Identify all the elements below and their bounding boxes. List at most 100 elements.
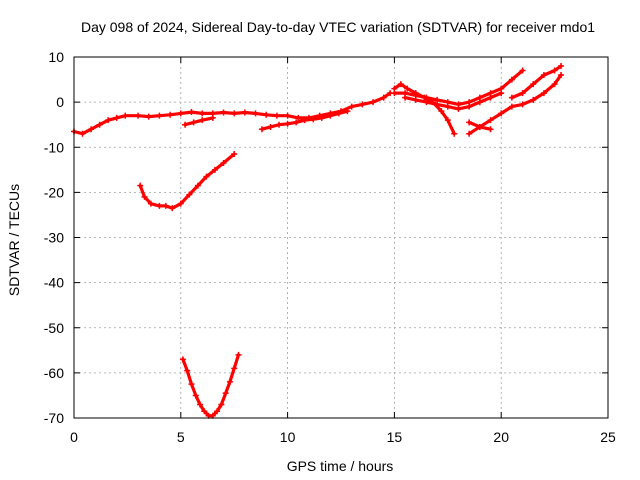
data-point xyxy=(466,119,473,126)
data-point xyxy=(498,90,505,97)
data-point xyxy=(310,116,317,123)
data-point xyxy=(466,130,473,137)
series-line xyxy=(467,73,563,136)
series-track-8 xyxy=(508,63,565,101)
x-axis-label: GPS time / hours xyxy=(287,458,394,474)
series-track-2 xyxy=(182,114,216,128)
data-point xyxy=(391,90,398,97)
data-point xyxy=(231,110,238,117)
data-point xyxy=(444,117,451,124)
data-point xyxy=(519,90,526,97)
data-point xyxy=(455,105,462,112)
x-tick-label: 5 xyxy=(177,429,185,445)
data-point xyxy=(295,114,302,121)
data-point xyxy=(209,114,216,121)
series-track-9 xyxy=(466,119,494,133)
data-point xyxy=(179,356,186,363)
y-tick-label: -40 xyxy=(44,275,64,291)
x-tick-label: 0 xyxy=(70,429,78,445)
data-point xyxy=(301,117,308,124)
data-point xyxy=(177,110,184,117)
data-point xyxy=(96,121,103,128)
data-point xyxy=(476,99,483,106)
data-point xyxy=(88,126,95,133)
data-point xyxy=(241,109,248,116)
data-point xyxy=(284,120,291,127)
data-point xyxy=(222,390,229,397)
y-tick-labels: -70 -60 -50 -40 -30 -20 -10 0 10 xyxy=(44,49,64,426)
data-point xyxy=(540,90,547,97)
data-point xyxy=(188,109,195,116)
data-point xyxy=(167,111,174,118)
data-point xyxy=(508,94,515,101)
data-point xyxy=(177,200,184,207)
data-point xyxy=(192,392,199,399)
series-layer xyxy=(71,63,565,419)
data-point xyxy=(214,408,221,415)
data-point xyxy=(551,67,558,74)
data-point xyxy=(519,67,526,74)
data-point xyxy=(348,103,355,110)
y-tick-label: 10 xyxy=(48,49,64,65)
data-point xyxy=(145,113,152,120)
y-tick-label: 0 xyxy=(56,94,64,110)
data-point xyxy=(199,110,206,117)
data-point xyxy=(267,123,274,130)
data-point xyxy=(162,202,169,209)
data-point xyxy=(231,151,238,158)
data-point xyxy=(423,99,430,106)
data-point xyxy=(273,112,280,119)
data-point xyxy=(397,81,404,88)
data-point xyxy=(105,117,112,124)
tick-marks xyxy=(73,56,609,419)
data-point xyxy=(370,99,377,106)
data-point xyxy=(404,85,411,92)
data-point xyxy=(190,119,197,126)
data-point xyxy=(558,63,565,70)
data-point xyxy=(169,205,176,212)
data-point xyxy=(359,101,366,108)
data-point xyxy=(444,103,451,110)
data-point xyxy=(284,112,291,119)
data-point xyxy=(519,101,526,108)
x-tick-label: 10 xyxy=(280,429,296,445)
data-point xyxy=(258,126,265,133)
data-point xyxy=(135,112,142,119)
data-point xyxy=(182,121,189,128)
y-axis-label: SDTVAR / TECUs xyxy=(6,184,22,296)
data-point xyxy=(199,117,206,124)
data-point xyxy=(530,96,537,103)
series-line xyxy=(403,91,503,111)
data-point xyxy=(434,101,441,108)
data-point xyxy=(318,114,325,121)
data-point xyxy=(226,378,233,385)
data-point xyxy=(147,200,154,207)
data-point xyxy=(141,193,148,200)
data-point xyxy=(203,173,210,180)
data-point xyxy=(335,110,342,117)
x-tick-labels: 0 5 10 15 20 25 xyxy=(70,429,616,445)
data-point xyxy=(122,112,129,119)
data-point xyxy=(551,81,558,88)
data-point xyxy=(184,367,191,374)
y-tick-label: -30 xyxy=(44,230,64,246)
data-point xyxy=(263,111,270,118)
data-point xyxy=(194,182,201,189)
data-point xyxy=(156,202,163,209)
data-point xyxy=(211,166,218,173)
series-track-11 xyxy=(179,351,242,419)
series-line xyxy=(138,152,236,210)
y-tick-label: -60 xyxy=(44,365,64,381)
data-point xyxy=(201,408,208,415)
data-point xyxy=(476,123,483,130)
series-track-5 xyxy=(391,67,526,108)
data-point xyxy=(79,130,86,137)
data-point xyxy=(487,117,494,124)
data-point xyxy=(220,109,227,116)
y-tick-label: -50 xyxy=(44,320,64,336)
data-point xyxy=(466,103,473,110)
y-tick-label: -20 xyxy=(44,184,64,200)
series-track-3 xyxy=(258,108,351,133)
data-point xyxy=(218,401,225,408)
